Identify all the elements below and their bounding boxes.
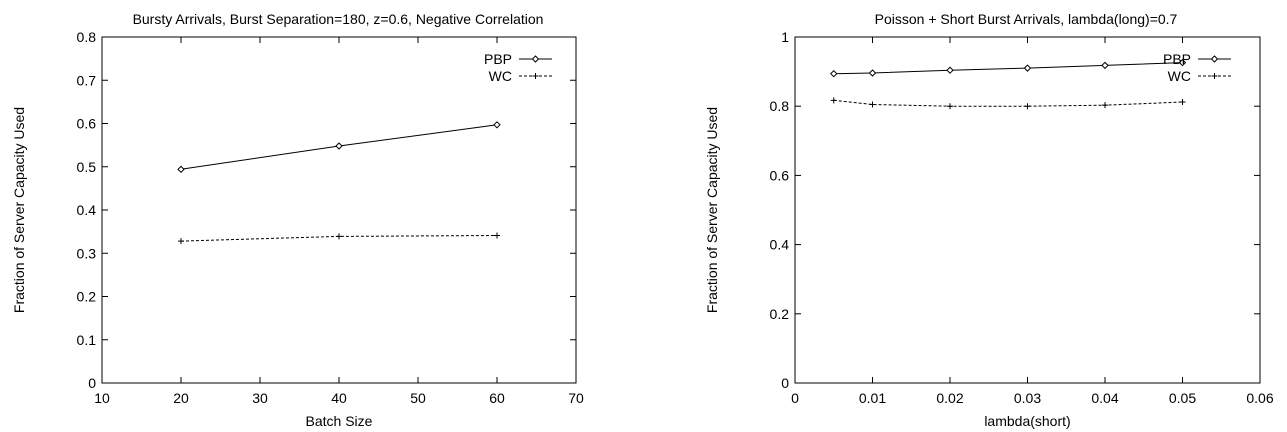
legend-label-wc: WC <box>489 68 512 84</box>
legend-label-pbp: PBP <box>484 51 512 67</box>
data-point-pbp <box>177 165 185 174</box>
y-tick-label: 0.3 <box>77 245 97 261</box>
legend-marker-pbp <box>1210 55 1219 63</box>
chart-title: Bursty Arrivals, Burst Separation=180, z… <box>133 11 544 27</box>
data-point-pbp <box>335 142 343 150</box>
x-tick-label: 0.04 <box>1091 390 1118 406</box>
x-tick-label: 60 <box>489 390 505 406</box>
chart-title: Poisson + Short Burst Arrivals, lambda(l… <box>875 11 1178 27</box>
data-point-pbp <box>1178 58 1187 67</box>
legend-label-pbp: PBP <box>1163 51 1191 67</box>
x-tick-label: 0 <box>791 390 799 406</box>
x-tick-label: 50 <box>410 390 426 406</box>
data-point-wc <box>336 233 342 240</box>
data-point-pbp <box>1023 64 1032 72</box>
y-tick-label: 0.8 <box>770 98 790 114</box>
y-tick-label: 0.2 <box>770 306 790 322</box>
series-line-wc <box>833 99 1183 107</box>
x-tick-label: 20 <box>173 390 189 406</box>
data-point-wc <box>947 103 953 110</box>
y-axis-label: Fraction of Server Capacity Used <box>11 107 27 313</box>
data-point-wc <box>1024 103 1031 110</box>
y-tick-label: 0.8 <box>77 29 97 45</box>
legend-marker-wc <box>532 73 539 79</box>
x-tick-label: 0.01 <box>859 390 886 406</box>
plot-frame <box>794 36 1261 384</box>
y-axis-label: Fraction of Server Capacity Used <box>704 107 720 313</box>
x-tick-label: 40 <box>331 390 347 406</box>
x-tick-label: 0.03 <box>1014 390 1041 406</box>
data-point-wc <box>178 238 184 245</box>
y-tick-label: 0.2 <box>77 289 97 305</box>
y-tick-label: 0.7 <box>77 72 97 88</box>
y-tick-label: 0.1 <box>77 332 97 348</box>
data-point-wc <box>869 101 876 108</box>
data-point-pbp <box>868 69 877 77</box>
x-tick-label: 10 <box>94 390 110 406</box>
x-tick-label: 0.02 <box>936 390 963 406</box>
y-tick-label: 1 <box>781 29 789 45</box>
chart-lambda-short: Poisson + Short Burst Arrivals, lambda(l… <box>704 11 1274 429</box>
x-tick-label: 30 <box>252 390 268 406</box>
chart-batch-size: Bursty Arrivals, Burst Separation=180, z… <box>11 11 584 429</box>
y-tick-label: 0 <box>88 375 96 391</box>
plot-frame <box>101 36 577 384</box>
y-tick-label: 0.4 <box>77 202 97 218</box>
legend-label-wc: WC <box>1168 68 1191 84</box>
x-tick-label: 70 <box>568 390 584 406</box>
data-point-pbp <box>946 66 954 74</box>
y-tick-label: 0.4 <box>770 237 790 253</box>
series-line-wc <box>180 235 498 242</box>
data-point-pbp <box>830 69 838 78</box>
x-axis-label: Batch Size <box>306 413 373 429</box>
y-tick-label: 0 <box>781 375 789 391</box>
legend-marker-wc <box>1211 73 1218 79</box>
x-tick-label: 0.05 <box>1169 390 1196 406</box>
data-point-pbp <box>1101 61 1109 70</box>
data-point-wc <box>1179 99 1186 106</box>
x-tick-label: 0.06 <box>1246 390 1273 406</box>
y-tick-label: 0.5 <box>77 159 97 175</box>
data-point-wc <box>1102 102 1108 109</box>
x-axis-label: lambda(short) <box>984 413 1070 429</box>
legend-marker-pbp <box>531 55 540 63</box>
data-point-pbp <box>493 121 501 129</box>
y-tick-label: 0.6 <box>770 167 790 183</box>
series-line-pbp <box>833 62 1183 75</box>
data-point-wc <box>494 232 500 239</box>
y-tick-label: 0.6 <box>77 116 97 132</box>
data-point-wc <box>830 97 837 104</box>
